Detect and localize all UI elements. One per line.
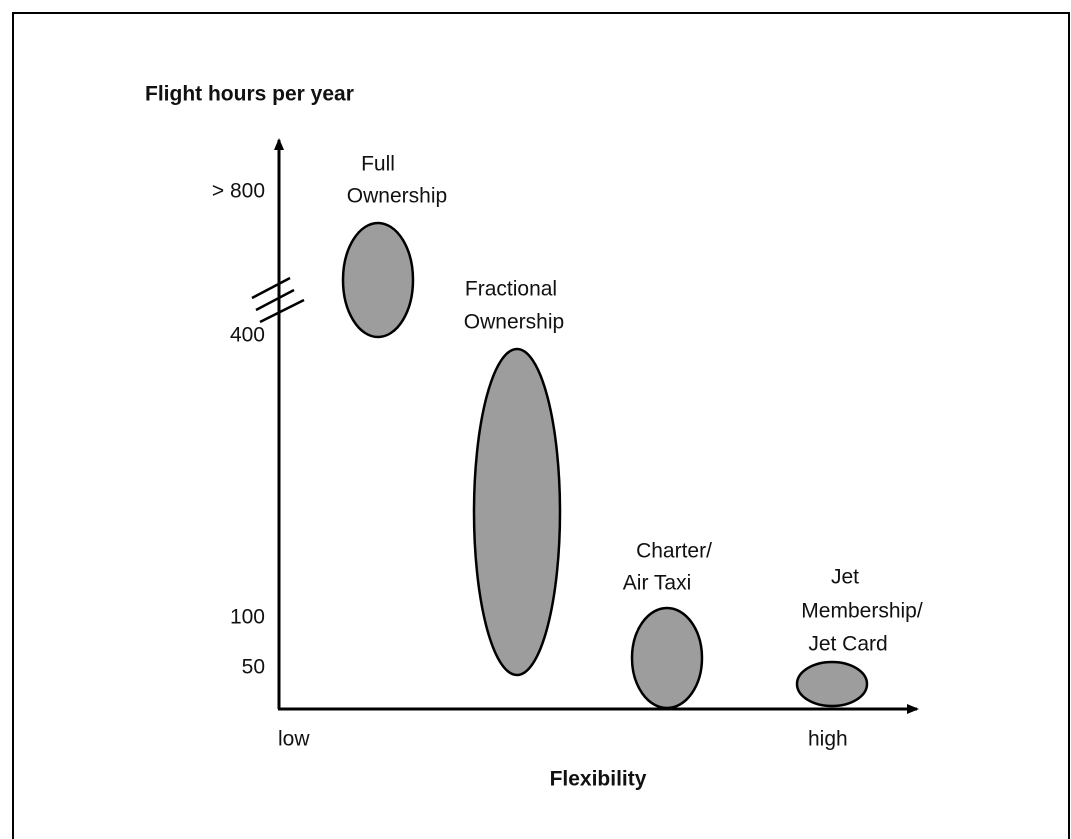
- node-label: Ownership: [347, 185, 447, 208]
- region: [795, 660, 869, 708]
- y-tick-label: 400: [230, 324, 265, 347]
- node-label: Charter/: [636, 540, 712, 563]
- y-tick-label: 50: [242, 656, 265, 679]
- frame: [12, 12, 1070, 839]
- x-axis-label: Flexibility: [550, 768, 647, 791]
- node-label: Membership/: [801, 600, 923, 623]
- axis-break: [251, 276, 305, 324]
- node-label: Air Taxi: [623, 572, 691, 595]
- region: [341, 221, 415, 339]
- region: [630, 606, 704, 710]
- region: [472, 347, 562, 677]
- node-label: Fractional: [465, 278, 557, 301]
- y-tick-label: > 800: [212, 180, 265, 203]
- y-tick-label: 100: [230, 606, 265, 629]
- node-label: Jet: [831, 566, 859, 589]
- node-label: Full: [361, 153, 395, 176]
- node-label: Jet Card: [808, 633, 887, 656]
- x-tick-label: low: [278, 728, 310, 751]
- y-axis-label: Flight hours per year: [145, 83, 354, 106]
- x-tick-label: high: [808, 728, 848, 751]
- node-label: Ownership: [464, 311, 564, 334]
